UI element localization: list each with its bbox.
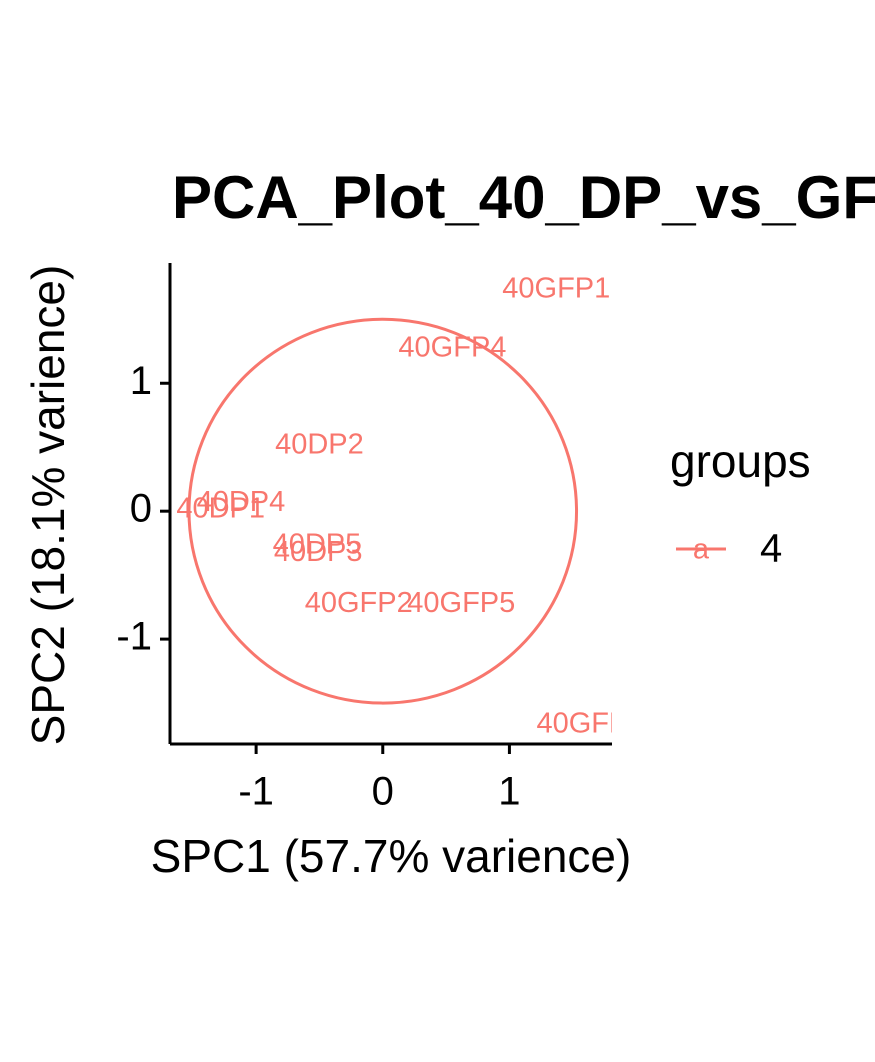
y-tick-label: 0 bbox=[130, 487, 152, 531]
point-label: 40GFP3 bbox=[536, 707, 644, 739]
point-label: 40DP2 bbox=[275, 429, 364, 461]
x-tick-label: 0 bbox=[372, 770, 394, 814]
point-label: 40GFP5 bbox=[407, 587, 515, 619]
point-label: 40GFP4 bbox=[398, 331, 506, 363]
chart-title: PCA_Plot_40_DP_vs_GFP bbox=[172, 164, 875, 231]
y-tick-label: 1 bbox=[130, 359, 152, 403]
confidence-ellipse bbox=[187, 317, 579, 705]
y-tick-label: -1 bbox=[116, 615, 152, 659]
point-label: 40DP4 bbox=[197, 486, 286, 518]
legend-label: 4 bbox=[760, 527, 782, 571]
legend-title: groups bbox=[670, 435, 811, 487]
x-tick-label: 1 bbox=[498, 770, 520, 814]
point-label: 40DP5 bbox=[273, 528, 362, 560]
point-label: 40GFP2 bbox=[305, 587, 413, 619]
point-label: 40DP1 bbox=[176, 493, 265, 525]
x-tick-label: -1 bbox=[238, 770, 274, 814]
point-label: 40DP3 bbox=[274, 536, 363, 568]
legend-key-glyph: a bbox=[693, 534, 710, 566]
x-axis-label: SPC1 (57.7% varience) bbox=[151, 830, 632, 882]
y-axis-label: SPC2 (18.1% varience) bbox=[22, 265, 74, 746]
point-label: 40GFP1 bbox=[502, 273, 610, 305]
